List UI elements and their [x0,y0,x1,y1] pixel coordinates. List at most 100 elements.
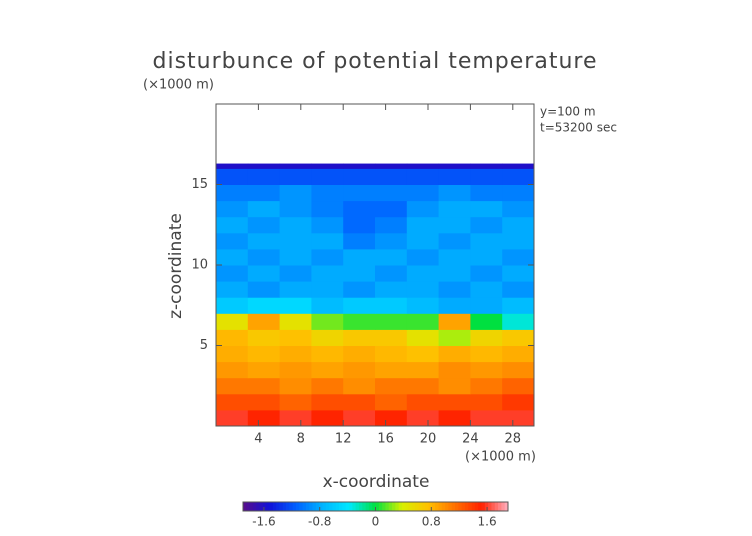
colorbar-segment [504,502,509,511]
heat-cell [438,377,471,395]
colorbar-segment [252,502,257,511]
heat-cell [502,248,535,266]
heat-cell [216,345,249,363]
heat-cell [343,163,376,169]
heat-cell [343,409,376,427]
heat-cell [375,361,408,379]
colorbar-segment [471,502,476,511]
colorbar-segment [289,502,294,511]
heat-cell [375,281,408,298]
heat-cell [311,313,344,330]
colorbar-segment [292,502,297,511]
heat-cell [502,184,535,202]
heat-cell [279,163,312,169]
heat-cell [311,393,344,411]
colorbar-segment [451,502,456,511]
heat-cell [216,163,249,169]
colorbar-segment [319,502,323,511]
heat-cell [216,168,249,185]
heat-cell [247,184,281,202]
colorbar-segment [325,502,330,511]
heat-cell [375,184,408,202]
heat-cell [247,377,281,395]
heat-cell [406,163,440,169]
heat-cell [343,329,376,346]
heat-cell [343,393,376,411]
colorbar-segment [461,502,466,511]
colorbar-segment [464,502,469,511]
heat-cell [247,216,281,234]
heat-cell [470,216,503,234]
heat-cell [247,329,281,346]
heat-cell [216,313,249,330]
heat-cell [438,409,471,427]
y-tick-label: 5 [200,338,208,353]
colorbar-tick-label: 0 [372,515,380,529]
heat-cell [470,329,503,346]
heat-cell [375,409,408,427]
colorbar-segment [411,502,416,511]
colorbar-segment [355,502,360,511]
heat-cell [470,409,503,427]
colorbar-segment [352,502,357,511]
heat-cell [279,281,312,298]
colorbar-segment [438,502,443,511]
heat-cell [279,409,312,427]
colorbar-segment [458,502,463,511]
heat-cell [438,297,471,314]
x-tick-label: 28 [505,432,522,447]
colorbar-tick-label: -1.6 [252,515,275,529]
colorbar-segment [405,502,410,511]
heat-cell [406,265,440,282]
heat-cell [311,216,344,234]
heat-cell [279,313,312,330]
heat-cell [375,232,408,250]
y-unit: (×1000 m) [143,78,214,93]
heat-cell [438,168,471,185]
heat-cell [216,248,249,266]
y-axis-label: z-coordinate [166,213,186,319]
heat-cell [438,163,471,169]
heat-cell [470,265,503,282]
colorbar-tick-label: -0.8 [308,515,331,529]
colorbar-segment [315,502,320,511]
heat-cell [375,377,408,395]
heat-cell [438,232,471,250]
colorbar-segment [431,502,436,511]
heat-cell [470,281,503,298]
heat-cell [279,184,312,202]
colorbar-segment [358,502,363,511]
colorbar-segment [445,502,449,511]
heat-cell [470,297,503,314]
heat-cell [216,377,249,395]
colorbar-segment [418,502,423,511]
heat-cell [375,313,408,330]
heat-cell [375,200,408,218]
heat-cell [311,297,344,314]
heat-cell [406,329,440,346]
heat-cell [311,168,344,185]
heat-cell [247,168,281,185]
heat-cell [343,200,376,218]
x-tick-label: 20 [420,432,437,447]
colorbar-segment [441,502,446,511]
heat-cell [502,313,535,330]
heat-cell [406,361,440,379]
heat-cell [438,393,471,411]
heat-cell [311,200,344,218]
heat-cell [438,200,471,218]
x-tick-label: 24 [462,432,479,447]
heat-cell [279,216,312,234]
heat-cell [470,232,503,250]
heat-cell [375,248,408,266]
colorbar-segment [402,502,406,511]
heat-cell [375,329,408,346]
heat-cell [279,345,312,363]
colorbar-segment [362,502,366,511]
heat-cell [343,265,376,282]
heat-cell [470,184,503,202]
heat-cell [438,184,471,202]
heat-cell [502,281,535,298]
heat-cell [279,361,312,379]
colorbar-segment [322,502,327,511]
